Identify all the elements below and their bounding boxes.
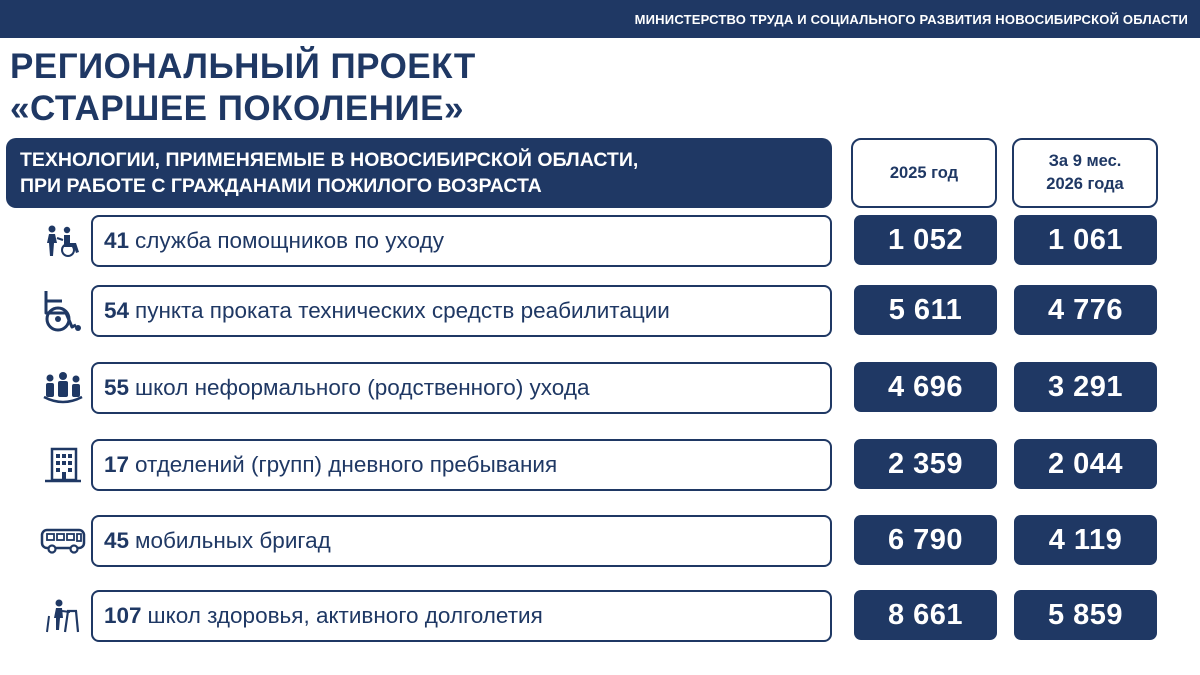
value-2026: 4 119	[1014, 515, 1157, 565]
caregiver-wheelchair-icon	[38, 219, 88, 263]
row-label: 107 школ здоровья, активного долголетия	[91, 590, 832, 642]
value-2025: 5 611	[854, 285, 997, 335]
bus-icon	[38, 519, 88, 563]
wheelchair-icon	[38, 289, 88, 333]
page-title: РЕГИОНАЛЬНЫЙ ПРОЕКТ «СТАРШЕЕ ПОКОЛЕНИЕ»	[10, 46, 476, 130]
row-label: 55 школ неформального (родственного) ухо…	[91, 362, 832, 414]
row-label: 17 отделений (групп) дневного пребывания	[91, 439, 832, 491]
row-count: 45	[104, 528, 130, 553]
row-count: 41	[104, 228, 130, 253]
value-2026: 4 776	[1014, 285, 1157, 335]
row-text: отделений (групп) дневного пребывания	[135, 452, 558, 477]
row-count: 55	[104, 375, 130, 400]
row-text: пункта проката технических средств реаби…	[135, 298, 670, 323]
column-header-2025-label: 2025 год	[889, 163, 959, 182]
section-header-line-2: ПРИ РАБОТЕ С ГРАЖДАНАМИ ПОЖИЛОГО ВОЗРАСТ…	[20, 175, 542, 197]
row-count: 107	[104, 603, 142, 628]
table-row: 17 отделений (групп) дневного пребывания…	[0, 439, 1200, 491]
value-2025: 6 790	[854, 515, 997, 565]
table-row: 41 служба помощников по уходу 1 052 1 06…	[0, 215, 1200, 267]
table-row: 54 пункта проката технических средств ре…	[0, 285, 1200, 337]
row-text: мобильных бригад	[135, 528, 331, 553]
table-row: 55 школ неформального (родственного) ухо…	[0, 362, 1200, 414]
row-count: 17	[104, 452, 130, 477]
building-icon	[38, 443, 88, 487]
value-2026: 3 291	[1014, 362, 1157, 412]
column-header-2026: За 9 мес. 2026 года	[1012, 138, 1158, 208]
value-2026: 5 859	[1014, 590, 1157, 640]
row-text: школ здоровья, активного долголетия	[147, 603, 543, 628]
value-2025: 4 696	[854, 362, 997, 412]
row-label: 41 служба помощников по уходу	[91, 215, 832, 267]
value-2026: 2 044	[1014, 439, 1157, 489]
walker-icon	[38, 594, 88, 638]
row-text: школ неформального (родственного) ухода	[135, 375, 590, 400]
page-title-line-2: «СТАРШЕЕ ПОКОЛЕНИЕ»	[10, 89, 464, 128]
section-header: ТЕХНОЛОГИИ, ПРИМЕНЯЕМЫЕ В НОВОСИБИРСКОЙ …	[6, 138, 832, 208]
column-header-2025: 2025 год	[851, 138, 997, 208]
row-label: 45 мобильных бригад	[91, 515, 832, 567]
table-row: 107 школ здоровья, активного долголетия …	[0, 590, 1200, 642]
value-2025: 2 359	[854, 439, 997, 489]
value-2025: 1 052	[854, 215, 997, 265]
ministry-name: МИНИСТЕРСТВО ТРУДА И СОЦИАЛЬНОГО РАЗВИТИ…	[634, 11, 1188, 27]
top-banner: МИНИСТЕРСТВО ТРУДА И СОЦИАЛЬНОГО РАЗВИТИ…	[0, 0, 1200, 38]
column-header-2026-line-2: 2026 года	[1046, 175, 1124, 193]
value-2025: 8 661	[854, 590, 997, 640]
value-2026: 1 061	[1014, 215, 1157, 265]
section-header-line-1: ТЕХНОЛОГИИ, ПРИМЕНЯЕМЫЕ В НОВОСИБИРСКОЙ …	[20, 149, 639, 171]
column-header-2026-line-1: За 9 мес.	[1048, 152, 1122, 170]
row-text: служба помощников по уходу	[135, 228, 444, 253]
page-title-line-1: РЕГИОНАЛЬНЫЙ ПРОЕКТ	[10, 47, 476, 86]
row-count: 54	[104, 298, 130, 323]
table-row: 45 мобильных бригад 6 790 4 119	[0, 515, 1200, 567]
family-icon	[38, 366, 88, 410]
row-label: 54 пункта проката технических средств ре…	[91, 285, 832, 337]
